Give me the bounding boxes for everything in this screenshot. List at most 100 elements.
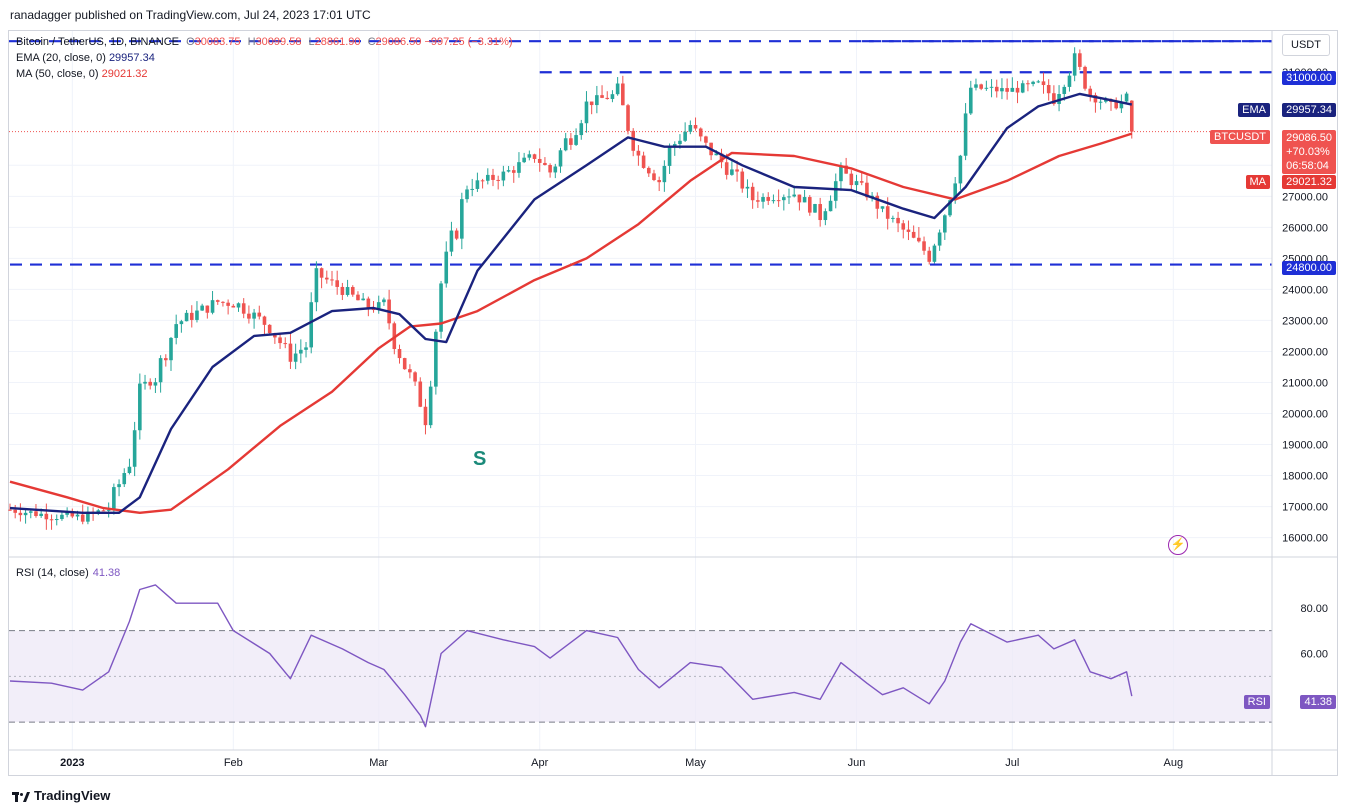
candle-body	[553, 166, 558, 173]
candle-body	[527, 154, 532, 158]
candle-body	[382, 299, 386, 303]
candle-body	[418, 381, 423, 407]
legend-price: Bitcoin / TetherUS, 1D, BINANCE O30083.7…	[16, 36, 513, 48]
candle-body	[917, 237, 921, 242]
price-tag-31000: 31000.00	[1282, 71, 1336, 85]
candle-body	[454, 230, 459, 239]
candle-body	[65, 512, 69, 515]
candle-body	[132, 430, 137, 467]
candle-body	[34, 511, 38, 517]
candle-body	[569, 138, 573, 145]
candle-body	[179, 321, 184, 325]
candle-body	[376, 302, 381, 310]
candle-body	[646, 167, 651, 174]
candle-body	[475, 180, 480, 189]
candle-body	[859, 181, 864, 183]
candle-body	[595, 95, 599, 106]
candle-body	[584, 101, 589, 124]
rsi-line	[9, 584, 1133, 728]
candle-body	[164, 358, 168, 361]
price-tick-label: 22000.00	[1282, 346, 1328, 358]
time-tick-label: 2023	[60, 757, 84, 769]
candle-body	[724, 162, 729, 175]
candle-body	[1041, 81, 1046, 86]
candle-body	[153, 382, 158, 386]
candle-body	[112, 487, 116, 510]
candle-body	[885, 206, 890, 219]
candle-body	[28, 511, 33, 513]
candle-body	[1078, 53, 1082, 67]
price-tick-label: 21000.00	[1282, 377, 1328, 389]
candle-body	[948, 200, 952, 216]
candle-body	[740, 171, 745, 189]
candle-body	[849, 173, 854, 186]
candle-body	[278, 337, 282, 344]
candle-body	[693, 125, 698, 129]
candle-body	[678, 140, 682, 145]
candle-body	[937, 232, 942, 246]
candle-body	[1093, 95, 1098, 103]
candle-body	[184, 312, 189, 322]
candle-body	[1104, 99, 1108, 102]
candle-body	[896, 217, 900, 224]
candle-body	[563, 138, 568, 151]
currency-button[interactable]: USDT	[1282, 34, 1330, 56]
candle-body	[922, 241, 926, 251]
candle-body	[460, 199, 464, 239]
candle-body	[953, 183, 958, 201]
candle-body	[1015, 87, 1020, 93]
candle-body	[911, 231, 916, 238]
candle-body	[96, 510, 101, 513]
candle-body	[511, 170, 516, 173]
candle-body	[361, 298, 365, 301]
candle-body	[662, 165, 667, 183]
footer-brand[interactable]: TradingView	[12, 788, 110, 803]
legend-high-label: H	[247, 36, 256, 48]
candle-body	[13, 509, 17, 513]
price-tick-label: 26000.00	[1282, 222, 1328, 234]
time-tick-label: Apr	[531, 757, 548, 769]
candle-body	[1020, 83, 1025, 93]
candle-body	[293, 353, 298, 362]
candle-body	[288, 343, 293, 362]
time-tick-label: Mar	[369, 757, 388, 769]
time-tick-label: May	[685, 757, 706, 769]
candle-body	[626, 105, 630, 131]
candle-body	[340, 286, 345, 295]
candle-body	[1031, 81, 1035, 85]
candle-body	[621, 83, 625, 106]
candle-body	[844, 165, 848, 174]
rsi-band	[9, 630, 1272, 723]
candle-body	[984, 87, 989, 89]
candle-body	[979, 84, 983, 89]
candle-body	[943, 215, 947, 233]
chart-frame[interactable]	[8, 30, 1338, 776]
candle-body	[8, 509, 12, 511]
candle-body	[875, 195, 880, 209]
candle-body	[408, 369, 412, 373]
candle-body	[880, 206, 885, 209]
candle-body	[574, 135, 578, 145]
candle-body	[771, 200, 776, 202]
candle-body	[657, 180, 661, 183]
candle-body-last	[1129, 100, 1134, 132]
time-tick-label: Feb	[224, 757, 243, 769]
candle-body	[356, 294, 360, 301]
candle-body	[506, 170, 511, 172]
candle-body	[210, 300, 215, 313]
candle-body	[807, 197, 812, 213]
candle-body	[439, 283, 443, 332]
ma-tag: MA	[1245, 175, 1270, 189]
lightning-icon[interactable]: ⚡	[1168, 535, 1188, 555]
candle-body	[714, 153, 719, 156]
candle-body	[1098, 101, 1103, 103]
candle-body	[813, 204, 817, 213]
candle-body	[958, 155, 963, 184]
candle-body	[906, 229, 911, 232]
candle-body	[304, 347, 308, 350]
candle-body	[480, 180, 485, 182]
candle-body	[491, 174, 495, 180]
candle-body	[704, 136, 708, 143]
candle-body	[522, 157, 526, 163]
